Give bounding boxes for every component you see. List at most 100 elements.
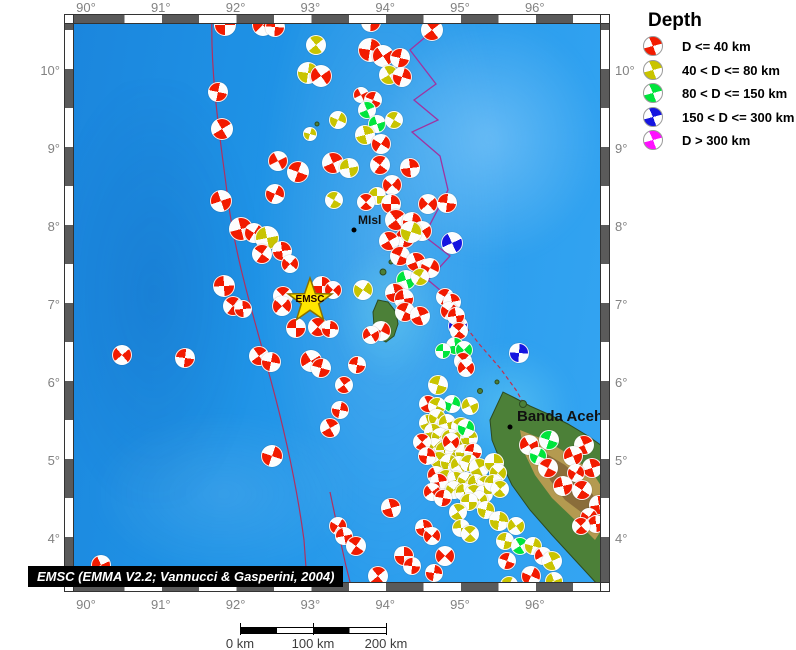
beachball-symbol: [509, 343, 529, 363]
legend-beachball-icon: [643, 106, 663, 127]
attribution-label: EMSC (EMMA V2.2; Vannucci & Gasperini, 2…: [28, 566, 344, 587]
legend-item-label: 80 < D <= 150 km: [682, 86, 788, 101]
map-frame-top: [64, 14, 610, 24]
map-scalebar: 0 km 100 km 200 km: [226, 622, 407, 650]
beachball-symbol: [435, 343, 451, 359]
beachball-symbol: [572, 480, 592, 500]
scalebar-label: 100 km: [291, 636, 335, 650]
map-frame-right: [600, 14, 610, 592]
beachball-symbol: [346, 536, 366, 556]
beachball-symbol: [521, 566, 541, 582]
small-island: [477, 388, 483, 394]
lat-label-right: 7°: [615, 297, 628, 312]
beachball-symbol: [379, 231, 399, 251]
beachball-symbol: [353, 280, 373, 300]
legend-beachball-icon: [643, 83, 663, 103]
beachball-symbol: [325, 191, 343, 209]
legend-item-label: D > 300 km: [682, 133, 751, 148]
beachball-symbol: [306, 35, 326, 55]
beachball-symbol: [461, 525, 479, 543]
place-label: Banda Aceh: [517, 408, 600, 425]
beachball-symbol: [371, 134, 391, 154]
beachball-symbol: [311, 358, 331, 378]
lon-label-top: 94°: [375, 0, 396, 15]
scalebar-label: 0 km: [225, 636, 255, 650]
lat-label-left: 6°: [47, 375, 60, 390]
beachball-symbol: [370, 155, 390, 175]
beachball-symbol: [210, 190, 232, 212]
lat-label-right: 5°: [615, 453, 628, 468]
beachball-symbol: [321, 320, 339, 338]
beachball-symbol: [268, 151, 288, 171]
depth-legend: Depth D <= 40 km 40 < D <= 80 km 80 < D <=…: [640, 8, 796, 168]
lon-label-bottom: 91°: [150, 597, 171, 612]
legend-item-label: 40 < D <= 80 km: [682, 62, 780, 78]
beachball-symbol: [381, 498, 401, 518]
legend-beachball-icon: [643, 36, 663, 56]
lat-label-left: 4°: [47, 531, 60, 546]
small-island: [379, 268, 387, 276]
beachball-symbol: [320, 418, 340, 438]
lat-label-left: 10°: [40, 63, 60, 78]
legend-beachball-icon: [643, 130, 663, 150]
beachball-symbol: [437, 193, 457, 213]
beachball-symbol: [368, 566, 388, 582]
beachball-symbol: [498, 552, 516, 570]
lon-label-top: 95°: [450, 0, 470, 15]
legend-item-label: D <= 40 km: [682, 39, 751, 54]
beachball-symbol: [441, 232, 463, 254]
emsc-star-label: EMSC: [296, 294, 325, 305]
lon-label-bottom: 93°: [300, 597, 321, 612]
beachball-symbol: [252, 244, 272, 264]
beachball-symbol: [423, 527, 441, 545]
beachball-symbol: [175, 348, 195, 368]
frame-corner: [64, 14, 74, 24]
beachball-symbol: [572, 517, 590, 535]
place-dot: [507, 424, 513, 430]
map-surface: EMSC MIsl Banda Aceh: [74, 24, 600, 582]
emsc-star-icon: [285, 275, 335, 322]
beachball-symbol: [357, 193, 375, 211]
beachball-symbol: [211, 118, 233, 140]
beachball-symbol: [286, 318, 306, 338]
place-label: MIsl: [358, 213, 381, 227]
map-top-overlay: EMSC MIsl Banda Aceh: [285, 213, 600, 430]
beachball-symbol: [400, 158, 420, 178]
beachball-symbol: [310, 65, 332, 87]
lon-label-top: 93°: [300, 0, 321, 15]
legend-beachball-icon: [643, 59, 663, 80]
scalebar-tick: [386, 623, 387, 635]
beachball-symbol: [234, 300, 252, 318]
beachball-symbol: [265, 184, 285, 204]
legend-title: Depth: [648, 10, 702, 31]
lon-label-bottom: 94°: [375, 597, 396, 612]
lat-label-right: 8°: [615, 219, 628, 234]
beachball-symbol: [261, 445, 283, 467]
beachball-symbol: [331, 401, 349, 419]
scalebar-tick: [313, 623, 314, 635]
beachball-symbol: [287, 161, 309, 183]
beachball-symbol: [434, 489, 452, 507]
beachball-symbol: [339, 158, 359, 178]
lon-label-top: 90°: [76, 0, 96, 15]
beachball-symbol: [403, 557, 421, 575]
beachball-symbol: [425, 564, 443, 582]
lat-label-right: 4°: [615, 531, 628, 546]
beachball-symbol: [329, 111, 347, 129]
small-island: [314, 121, 320, 127]
beachball-symbol: [208, 82, 228, 102]
lon-label-top: 96°: [524, 0, 545, 15]
beachball-symbol: [348, 356, 366, 374]
beachball-symbol: [261, 352, 281, 372]
map-frame-left: [64, 14, 74, 592]
beachball-symbol: [411, 268, 429, 286]
lon-label-top: 92°: [225, 0, 246, 15]
lat-label-right: 10°: [615, 63, 635, 78]
beachball-symbol: [418, 447, 436, 465]
lat-label-left: 8°: [47, 219, 60, 234]
beachball-symbol: [542, 551, 562, 571]
beachball-symbol: [507, 517, 525, 535]
lon-label-bottom: 96°: [524, 597, 545, 612]
scalebar-tick: [240, 623, 241, 635]
